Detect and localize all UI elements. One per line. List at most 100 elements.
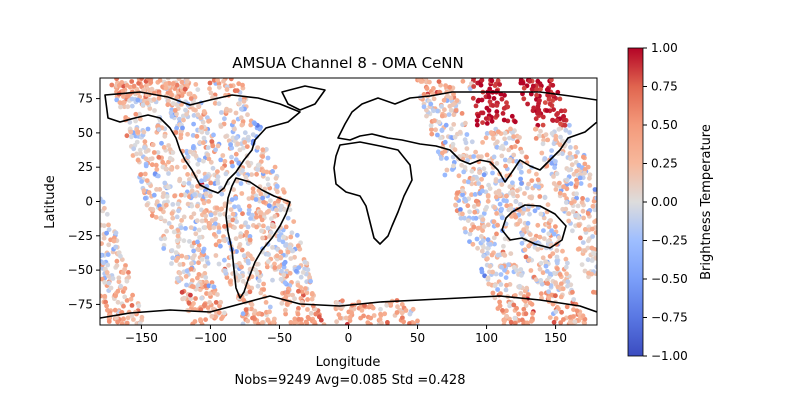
- data-point: [591, 289, 596, 295]
- data-point: [582, 227, 588, 232]
- data-point: [228, 78, 234, 82]
- data-point: [347, 314, 353, 320]
- data-point: [498, 282, 504, 287]
- data-point: [592, 247, 597, 252]
- data-point: [517, 218, 523, 223]
- data-point: [249, 172, 255, 178]
- data-point: [494, 211, 499, 216]
- data-point: [247, 237, 253, 243]
- data-point: [131, 83, 137, 89]
- data-point: [296, 265, 302, 270]
- data-point: [207, 300, 213, 305]
- data-point: [188, 296, 194, 302]
- data-point: [465, 203, 471, 209]
- data-point: [551, 107, 556, 112]
- data-point: [189, 203, 195, 209]
- data-point: [211, 78, 217, 83]
- data-point: [216, 101, 222, 107]
- data-point: [209, 314, 215, 319]
- data-point: [521, 227, 526, 233]
- data-point: [129, 103, 135, 109]
- colorbar-label: Brightness Temperature: [699, 124, 714, 280]
- data-point: [438, 135, 443, 141]
- data-point: [165, 78, 171, 81]
- data-point: [100, 260, 106, 266]
- data-point: [411, 321, 417, 325]
- data-point: [163, 81, 169, 87]
- data-point: [166, 98, 171, 104]
- data-point: [538, 278, 544, 283]
- data-point: [106, 242, 112, 248]
- data-point: [150, 142, 156, 148]
- data-point: [186, 91, 192, 97]
- data-point: [113, 293, 118, 299]
- data-point: [498, 91, 504, 97]
- data-point: [266, 203, 272, 209]
- data-point: [493, 81, 499, 87]
- data-point: [554, 112, 559, 118]
- data-point: [458, 215, 464, 221]
- data-point: [249, 302, 255, 308]
- data-point: [106, 227, 112, 233]
- data-point: [305, 307, 310, 312]
- data-point: [121, 316, 126, 322]
- data-point: [271, 319, 276, 325]
- data-point: [247, 289, 253, 295]
- data-point: [196, 227, 202, 233]
- data-point: [160, 159, 166, 165]
- data-point: [491, 219, 497, 225]
- data-point: [444, 167, 450, 173]
- data-point: [563, 206, 569, 212]
- data-point: [241, 297, 247, 303]
- data-point: [255, 162, 261, 168]
- data-point: [502, 236, 508, 242]
- data-point: [521, 306, 527, 312]
- data-point: [161, 191, 166, 196]
- data-point: [568, 156, 573, 162]
- data-point: [219, 316, 224, 322]
- data-point: [431, 96, 437, 102]
- data-point: [202, 225, 208, 230]
- data-point: [516, 165, 522, 171]
- data-point: [195, 183, 200, 189]
- data-point: [215, 180, 221, 186]
- data-point: [553, 136, 559, 142]
- data-point: [207, 80, 213, 86]
- data-point: [213, 216, 218, 222]
- data-point: [469, 139, 475, 145]
- data-point: [265, 176, 271, 182]
- data-point: [204, 291, 209, 296]
- data-point: [158, 215, 164, 221]
- data-point: [216, 238, 222, 244]
- data-point: [217, 212, 223, 217]
- data-point: [113, 230, 119, 236]
- data-point: [259, 228, 264, 234]
- data-point: [471, 84, 477, 89]
- data-point: [288, 234, 294, 240]
- data-point: [253, 193, 259, 199]
- data-point: [164, 228, 170, 234]
- data-point: [577, 175, 583, 181]
- data-point: [421, 104, 427, 110]
- data-point: [451, 122, 457, 127]
- data-point: [560, 286, 566, 292]
- data-point: [108, 285, 114, 291]
- data-point: [491, 136, 496, 141]
- data-point: [222, 268, 228, 274]
- data-point: [480, 217, 486, 223]
- data-point: [260, 147, 266, 153]
- data-point: [196, 103, 202, 109]
- data-point: [513, 214, 519, 220]
- data-point: [105, 307, 110, 313]
- x-tick-label: −50: [267, 331, 292, 345]
- data-point: [192, 192, 197, 198]
- data-point: [194, 218, 200, 224]
- data-point: [484, 131, 490, 136]
- data-point: [179, 253, 185, 259]
- data-point: [580, 313, 586, 319]
- data-point: [272, 265, 278, 271]
- data-point: [527, 78, 533, 84]
- data-point: [134, 151, 140, 157]
- data-point: [567, 122, 572, 128]
- data-point: [553, 159, 558, 164]
